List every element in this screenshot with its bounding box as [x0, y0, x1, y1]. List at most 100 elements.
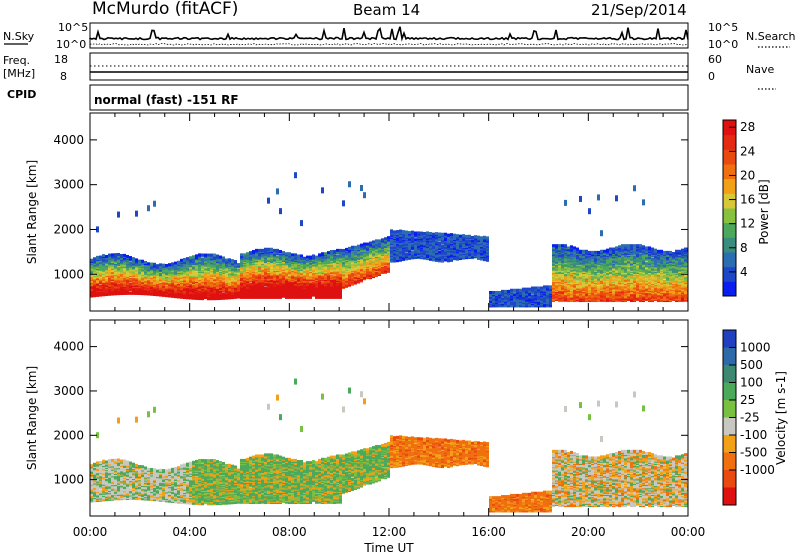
power-cell — [510, 288, 513, 292]
power-cell — [435, 232, 438, 236]
power-cell — [429, 257, 432, 261]
power-cell — [114, 253, 117, 257]
power-cell — [285, 258, 288, 262]
power-cell — [159, 263, 162, 267]
power-cell — [321, 281, 324, 285]
power-cell — [414, 244, 417, 248]
power-cell — [288, 252, 291, 256]
power-cell — [339, 251, 342, 255]
power-cell — [465, 248, 468, 252]
power-cell — [255, 248, 258, 252]
power-cell — [117, 252, 120, 256]
power-cell — [216, 288, 219, 292]
power-cell — [225, 258, 228, 262]
power-cell — [579, 249, 582, 253]
power-cell — [294, 272, 297, 276]
power-cell — [558, 287, 561, 291]
power-cell — [207, 288, 210, 292]
power-cell — [447, 244, 450, 248]
power-cell — [147, 205, 150, 212]
power-cell — [429, 249, 432, 253]
power-cell — [255, 269, 258, 273]
power-cell — [489, 290, 492, 294]
power-cell — [174, 270, 177, 274]
power-cell — [333, 249, 336, 253]
power-cell — [195, 279, 198, 283]
power-cell — [162, 291, 165, 295]
power-cell — [537, 286, 540, 290]
power-cell — [99, 264, 102, 268]
power-cell — [423, 254, 426, 258]
power-cell — [282, 257, 285, 261]
power-cell — [144, 260, 147, 264]
power-cell — [249, 257, 252, 261]
noise-tick-right-bottom: 10^0 — [708, 38, 738, 51]
power-cell — [141, 259, 144, 263]
power-cell — [231, 259, 234, 263]
power-cell — [93, 294, 96, 298]
power-cell — [255, 291, 258, 295]
power-cell — [156, 275, 159, 279]
power-cell — [201, 272, 204, 276]
power-cell — [336, 254, 339, 258]
power-cell — [315, 288, 318, 292]
power-cell — [519, 288, 522, 292]
power-cell — [423, 240, 426, 244]
power-cell — [327, 272, 330, 276]
power-cell — [315, 255, 318, 259]
power-cell — [297, 254, 300, 258]
power-cell — [99, 275, 102, 279]
power-cell — [447, 233, 450, 237]
power-cell — [573, 275, 576, 279]
power-cell — [579, 195, 582, 202]
power-cell — [135, 267, 138, 271]
power-cell — [555, 244, 558, 248]
power-cell — [207, 260, 210, 264]
power-cell — [279, 249, 282, 253]
power-cell — [297, 274, 300, 278]
date-label: 21/Sep/2014 — [591, 1, 687, 19]
power-cell — [123, 282, 126, 286]
power-cell — [327, 257, 330, 261]
power-cell — [240, 282, 243, 286]
power-cell — [132, 277, 135, 281]
power-cell — [279, 280, 282, 284]
power-cell — [462, 243, 465, 247]
power-cell — [249, 251, 252, 255]
power-cell — [450, 249, 453, 253]
power-cell — [465, 244, 468, 248]
power-cell — [111, 255, 114, 259]
power-cell — [264, 286, 267, 290]
power-cell — [351, 245, 354, 249]
power-cell — [153, 268, 156, 272]
freq-tick-bottom: 8 — [60, 70, 67, 83]
power-cell — [153, 281, 156, 285]
power-cell — [150, 272, 153, 276]
power-cell — [552, 269, 555, 273]
power-cell — [387, 236, 390, 240]
power-cell — [480, 236, 483, 240]
power-cell — [585, 286, 588, 290]
power-cell — [204, 277, 207, 281]
power-cell — [342, 200, 345, 207]
power-cell — [273, 248, 276, 252]
power-cell — [240, 266, 243, 270]
power-cell — [237, 263, 240, 267]
power-cell — [300, 266, 303, 270]
power-cell — [213, 280, 216, 284]
power-cell — [129, 291, 132, 295]
power-cell — [153, 262, 156, 266]
power-cell — [174, 285, 177, 289]
power-cell — [267, 253, 270, 257]
power-cell — [573, 246, 576, 250]
power-cell — [588, 250, 591, 254]
power-cell — [201, 264, 204, 268]
power-cell — [318, 283, 321, 287]
power-cell — [210, 264, 213, 268]
power-cell — [471, 235, 474, 239]
power-cell — [492, 290, 495, 294]
power-cell — [402, 234, 405, 238]
power-cell — [420, 231, 423, 235]
power-cell — [123, 263, 126, 267]
power-cell — [585, 278, 588, 282]
